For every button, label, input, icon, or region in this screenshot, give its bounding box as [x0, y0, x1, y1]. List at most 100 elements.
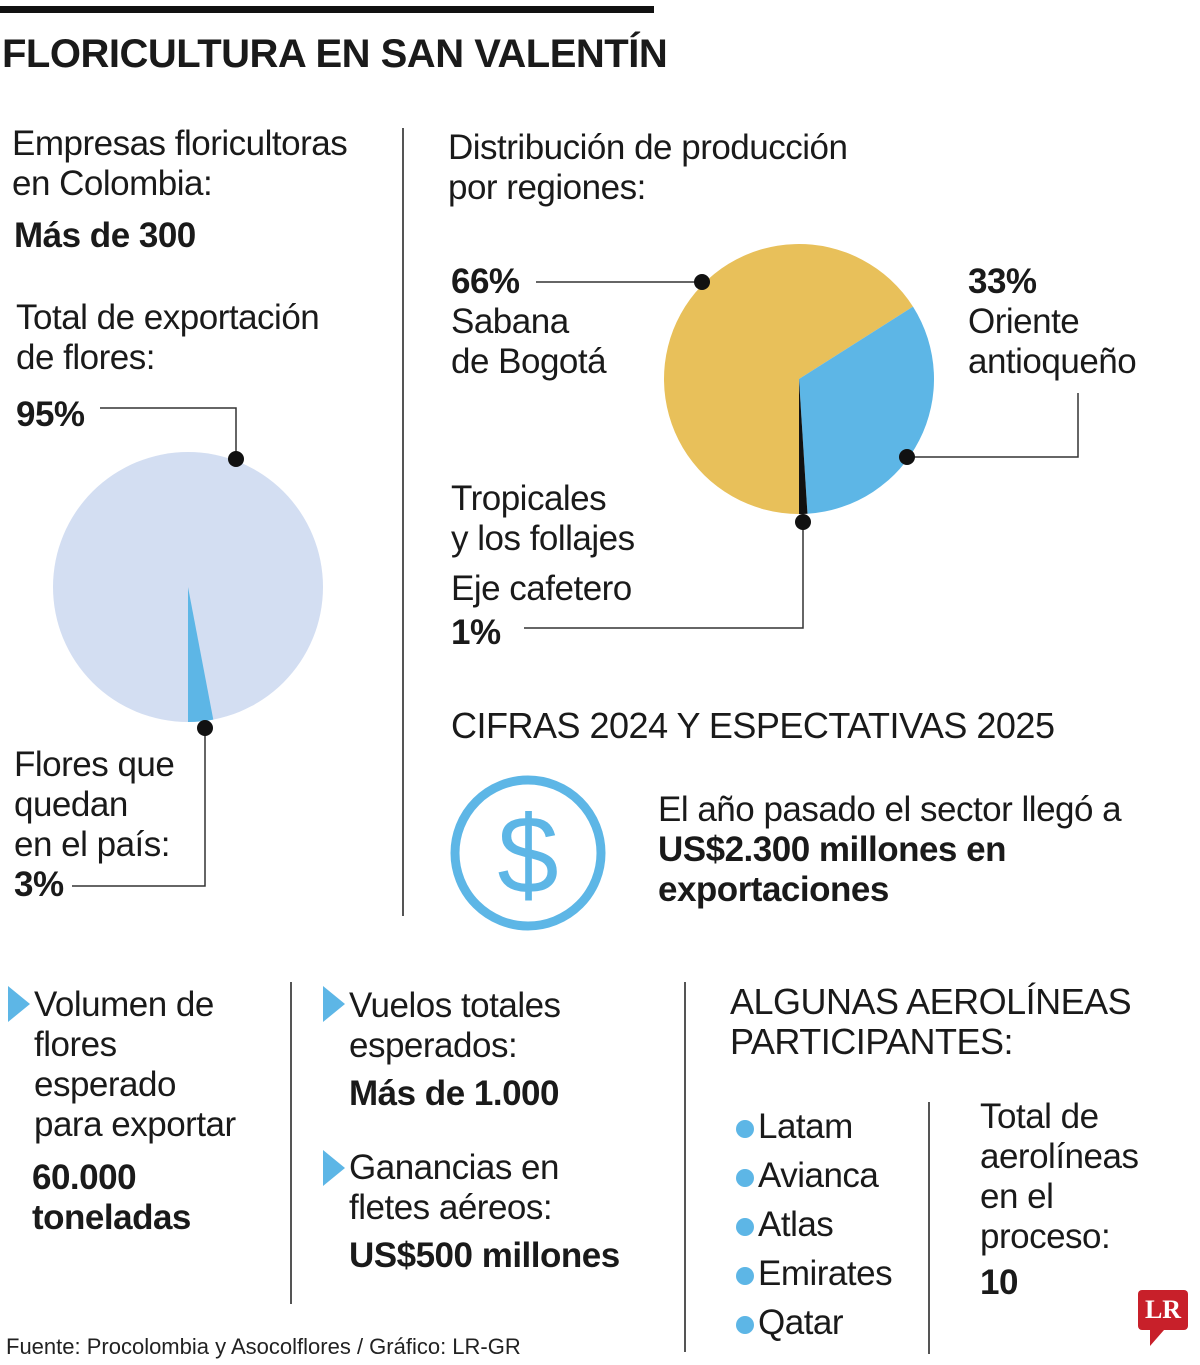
- leader-dot: [228, 451, 244, 467]
- volume-line: flores: [34, 1025, 117, 1064]
- airline-name: Latam: [758, 1107, 853, 1146]
- column-divider: [684, 982, 686, 1352]
- pie-slice-eje: [799, 379, 808, 514]
- remain-label-line: Flores que: [14, 745, 175, 784]
- airline-list: Latam Avianca Atlas Emirates Qatar: [736, 1102, 893, 1347]
- arrow-icon: [323, 1150, 345, 1186]
- dollar-circle-icon: $: [450, 775, 606, 931]
- cifras-heading: CIFRAS 2024 Y ESPECTATIVAS 2025: [451, 705, 1055, 746]
- pie-slice-remain: [188, 587, 214, 722]
- bullet-icon: [736, 1119, 754, 1138]
- companies-label: Empresas floricultoras en Colombia:: [12, 124, 348, 204]
- leader-line-eje: [524, 522, 804, 629]
- volume-value: 60.000 toneladas: [32, 1158, 191, 1238]
- airline-item: Emirates: [736, 1249, 893, 1298]
- svg-text:$: $: [497, 794, 558, 917]
- regions-label-line: por regiones:: [448, 168, 646, 207]
- cifras-line: exportaciones: [658, 870, 889, 909]
- freight-value: US$500 millones: [349, 1236, 620, 1275]
- companies-label-line: Empresas floricultoras: [12, 124, 348, 163]
- airlines-total: Total de aerolíneas en el proceso: 10: [980, 1097, 1139, 1303]
- freight-block: Ganancias en fletes aéreos: US$500 millo…: [349, 1148, 620, 1276]
- airline-name: Avianca: [758, 1156, 879, 1195]
- column-divider: [402, 128, 404, 916]
- remain-label-line: en el país:: [14, 825, 171, 864]
- sabana-line: de Bogotá: [451, 342, 607, 381]
- lr-logo: LR: [1138, 1290, 1188, 1330]
- airline-name: Emirates: [758, 1254, 893, 1293]
- bullet-icon: [736, 1168, 754, 1187]
- volume-value-line: 60.000: [32, 1158, 137, 1197]
- remain-label-line: quedan: [14, 785, 128, 824]
- total-line: en el: [980, 1177, 1054, 1216]
- cifras-line: El año pasado el sector llegó a: [658, 790, 1122, 829]
- cifras-text: El año pasado el sector llegó a US$2.300…: [658, 790, 1122, 910]
- remain-pct: 3%: [14, 865, 64, 904]
- pie-slice-sabana: [663, 243, 913, 514]
- airline-item: Atlas: [736, 1200, 892, 1249]
- volume-line: esperado: [34, 1065, 176, 1104]
- bullet-icon: [736, 1315, 754, 1334]
- airlines-heading-line: PARTICIPANTES:: [730, 1021, 1014, 1062]
- oriente-label: 33% Oriente antioqueño: [968, 262, 1137, 382]
- source-note: Fuente: Procolombia y Asocolflores / Grá…: [6, 1334, 521, 1359]
- page-title: FLORICULTURA EN SAN VALENTÍN: [2, 32, 668, 76]
- flights-value: Más de 1.000: [349, 1074, 559, 1113]
- leader-dot: [795, 514, 811, 530]
- region-pie: [663, 243, 934, 514]
- column-divider: [290, 982, 292, 1304]
- companies-label-line: en Colombia:: [12, 164, 213, 203]
- oriente-pct: 33%: [968, 262, 1037, 301]
- exports-label-line: Total de exportación: [16, 298, 320, 337]
- exports-label-line: de flores:: [16, 338, 155, 377]
- total-line: Total de: [980, 1097, 1099, 1136]
- logo-tail: [1150, 1330, 1164, 1346]
- top-rule: [0, 6, 654, 13]
- regions-label-line: Distribución de producción: [448, 128, 848, 167]
- volume-line: para exportar: [34, 1105, 236, 1144]
- airlines-heading-line: ALGUNAS AEROLÍNEAS: [730, 981, 1132, 1022]
- leader-dot: [197, 720, 213, 736]
- eje-line: Tropicales: [451, 479, 607, 518]
- flights-line: Vuelos totales: [349, 986, 561, 1025]
- column-divider: [928, 1102, 930, 1354]
- eje-label: Tropicales y los follajes Eje cafetero 1…: [451, 479, 635, 653]
- eje-pct: 1%: [451, 613, 501, 652]
- exports-label: Total de exportación de flores:: [16, 298, 320, 378]
- volume-value-line: toneladas: [32, 1198, 191, 1237]
- freight-line: Ganancias en: [349, 1148, 559, 1187]
- oriente-line: Oriente: [968, 302, 1080, 341]
- airline-item: Avianca: [736, 1151, 892, 1200]
- leader-dot: [899, 449, 915, 465]
- sabana-line: Sabana: [451, 302, 569, 341]
- export-pie: [53, 452, 323, 722]
- leader-line-oriente: [907, 393, 1079, 458]
- airline-item: Latam: [736, 1102, 892, 1151]
- airline-name: Qatar: [758, 1303, 844, 1342]
- pie-slice-oriente: [799, 306, 934, 514]
- volume-line: Volumen de: [34, 985, 214, 1024]
- export-pct: 95%: [16, 395, 85, 434]
- leader-line-remain: [72, 728, 206, 887]
- arrow-icon: [8, 986, 30, 1022]
- eje-name: Eje cafetero: [451, 569, 632, 608]
- airlines-heading: ALGUNAS AEROLÍNEAS PARTICIPANTES:: [730, 981, 1132, 1062]
- total-line: aerolíneas: [980, 1137, 1139, 1176]
- airline-name: Atlas: [758, 1205, 834, 1244]
- flights-block: Vuelos totales esperados: Más de 1.000: [349, 986, 561, 1114]
- freight-line: fletes aéreos:: [349, 1188, 553, 1227]
- airline-item: Qatar: [736, 1298, 892, 1347]
- leader-dot: [694, 274, 710, 290]
- bullet-icon: [736, 1217, 754, 1236]
- remain-label: Flores que quedan en el país: 3%: [14, 745, 175, 905]
- eje-line: y los follajes: [451, 519, 635, 558]
- leader-line-export: [100, 407, 237, 458]
- volume-block: Volumen de flores esperado para exportar: [34, 985, 236, 1145]
- sabana-label: 66% Sabana de Bogotá: [451, 262, 607, 382]
- arrow-icon: [323, 986, 345, 1022]
- companies-value: Más de 300: [14, 216, 196, 255]
- total-line: proceso:: [980, 1217, 1111, 1256]
- bullet-icon: [736, 1266, 754, 1285]
